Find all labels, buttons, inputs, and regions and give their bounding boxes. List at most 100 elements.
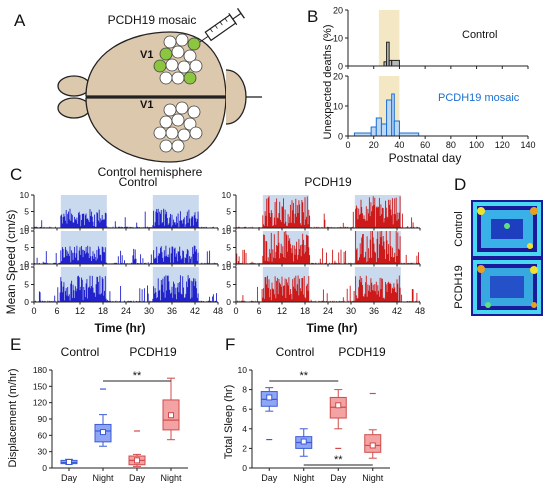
panel-a-title: PCDH19 mosaic bbox=[108, 13, 197, 27]
syringe-icon bbox=[199, 8, 245, 43]
panel-b-control-label: Control bbox=[462, 29, 497, 41]
x-tick-label: 42 bbox=[190, 306, 200, 316]
panel-b-ylabel: Unexpected deaths (%) bbox=[322, 25, 334, 140]
y-tick-label: 0 bbox=[42, 463, 47, 473]
x-tick-label: 48 bbox=[415, 306, 425, 316]
y-tick-label: 5 bbox=[226, 207, 231, 217]
x-tick-label: 100 bbox=[469, 140, 484, 150]
y-tick-label: 0 bbox=[226, 297, 231, 307]
panel-b-xlabel: Postnatal day bbox=[389, 151, 462, 165]
y-tick-label: 5 bbox=[226, 280, 231, 290]
y-tick-label: 2 bbox=[242, 443, 247, 453]
x-tick-label: 6 bbox=[256, 306, 261, 316]
y-tick-label: 0 bbox=[338, 132, 343, 142]
panel-e-group-control: Control bbox=[61, 345, 100, 359]
y-tick-label: 4 bbox=[242, 424, 247, 434]
panel-d: D Control PCDH19 bbox=[453, 175, 543, 316]
panel-f-ylabel: Total Sleep (hr) bbox=[223, 385, 235, 460]
y-tick-label: 5 bbox=[24, 280, 29, 290]
x-tick-label: 120 bbox=[495, 140, 510, 150]
x-tick-label: 140 bbox=[520, 140, 535, 150]
y-tick-label: 5 bbox=[226, 243, 231, 253]
panel-c-xlabel-control: Time (hr) bbox=[94, 321, 145, 335]
x-tick-label: 6 bbox=[54, 306, 59, 316]
mean-marker bbox=[300, 438, 307, 445]
panel-letter-d: D bbox=[454, 175, 466, 194]
histogram-bin bbox=[391, 59, 400, 67]
y-tick-label: 20 bbox=[333, 6, 343, 16]
x-tick-label: Day bbox=[330, 473, 347, 483]
x-tick-label: Day bbox=[129, 473, 146, 483]
brain-diagram: V1 V1 bbox=[57, 31, 262, 163]
y-tick-label: 10 bbox=[20, 190, 30, 200]
x-tick-label: 0 bbox=[233, 306, 238, 316]
histogram-bin bbox=[393, 120, 400, 137]
susceptibility-window bbox=[378, 10, 400, 66]
x-tick-label: 12 bbox=[75, 306, 85, 316]
y-tick-label: 20 bbox=[333, 72, 343, 82]
mean-marker bbox=[168, 412, 174, 419]
panel-e-group-pcdh19: PCDH19 bbox=[129, 345, 177, 359]
x-tick-label: Night bbox=[92, 473, 114, 483]
olfactory-bulb-top bbox=[57, 75, 91, 97]
x-tick-label: 0 bbox=[345, 140, 350, 150]
panel-a: A PCDH19 mosaic bbox=[14, 8, 262, 179]
y-tick-label: 120 bbox=[33, 398, 47, 408]
histogram-bin bbox=[386, 99, 393, 137]
panel-c-pcdh19-title: PCDH19 bbox=[304, 175, 352, 189]
y-tick-label: 30 bbox=[38, 447, 48, 457]
y-tick-label: 8 bbox=[242, 385, 247, 395]
y-tick-label: 10 bbox=[222, 262, 232, 272]
histogram-bin bbox=[370, 126, 377, 137]
x-tick-label: 30 bbox=[144, 306, 154, 316]
y-tick-label: 0 bbox=[226, 259, 231, 269]
panel-letter-f: F bbox=[225, 335, 235, 354]
panel-f-plot: 0 2 4 6 8 10 Day Night Day Night ** ** bbox=[238, 365, 390, 483]
y-tick-label: 5 bbox=[24, 243, 29, 253]
x-tick-label: 18 bbox=[300, 306, 310, 316]
significance-label: ** bbox=[334, 454, 343, 466]
y-tick-label: 10 bbox=[20, 226, 30, 236]
olfactory-bulb-bottom bbox=[57, 97, 91, 119]
x-tick-label: 30 bbox=[346, 306, 356, 316]
x-tick-label: Day bbox=[61, 473, 78, 483]
mean-marker bbox=[100, 429, 106, 436]
panel-b-top-plot: 0 10 20 bbox=[333, 6, 529, 72]
panel-c-ylabel: Mean Speed (cm/s) bbox=[4, 210, 18, 315]
y-tick-label: 10 bbox=[333, 102, 343, 112]
histogram-bin bbox=[380, 123, 388, 137]
x-tick-label: 42 bbox=[392, 306, 402, 316]
y-tick-label: 150 bbox=[33, 381, 47, 391]
panel-f: F Control PCDH19 Total Sleep (hr) 0 2 4 6 8 1… bbox=[223, 335, 390, 483]
x-tick-label: Night bbox=[362, 473, 384, 483]
panel-b: B Unexpected deaths (%) Postnatal day Co… bbox=[307, 6, 536, 166]
heatmap-pcdh19-label: PCDH19 bbox=[453, 265, 465, 308]
y-tick-label: 10 bbox=[333, 34, 343, 44]
y-tick-label: 5 bbox=[24, 207, 29, 217]
x-tick-label: 12 bbox=[277, 306, 287, 316]
panel-letter-c: C bbox=[10, 165, 22, 184]
x-tick-label: Night bbox=[160, 473, 182, 483]
panel-b-mosaic-label: PCDH19 mosaic bbox=[438, 92, 520, 104]
x-tick-label: 48 bbox=[213, 306, 223, 316]
y-tick-label: 60 bbox=[38, 430, 48, 440]
panel-f-group-pcdh19: PCDH19 bbox=[338, 345, 386, 359]
x-tick-label: 60 bbox=[420, 140, 430, 150]
cerebellum bbox=[225, 69, 247, 125]
y-tick-label: 10 bbox=[238, 365, 248, 375]
significance-label: ** bbox=[299, 370, 308, 382]
x-tick-label: 80 bbox=[446, 140, 456, 150]
y-tick-label: 180 bbox=[33, 365, 47, 375]
v1-cells-mosaic bbox=[153, 33, 203, 85]
x-tick-label: Night bbox=[293, 473, 315, 483]
y-tick-label: 0 bbox=[24, 259, 29, 269]
panel-letter-a: A bbox=[14, 11, 26, 30]
significance-label: ** bbox=[133, 370, 142, 382]
panel-c-xlabel-pcdh19: Time (hr) bbox=[306, 321, 357, 335]
panel-f-group-control: Control bbox=[276, 345, 315, 359]
mean-marker bbox=[369, 442, 376, 449]
x-tick-label: 36 bbox=[369, 306, 379, 316]
panel-c-control-title: Control bbox=[119, 175, 158, 189]
mean-marker bbox=[134, 457, 140, 464]
